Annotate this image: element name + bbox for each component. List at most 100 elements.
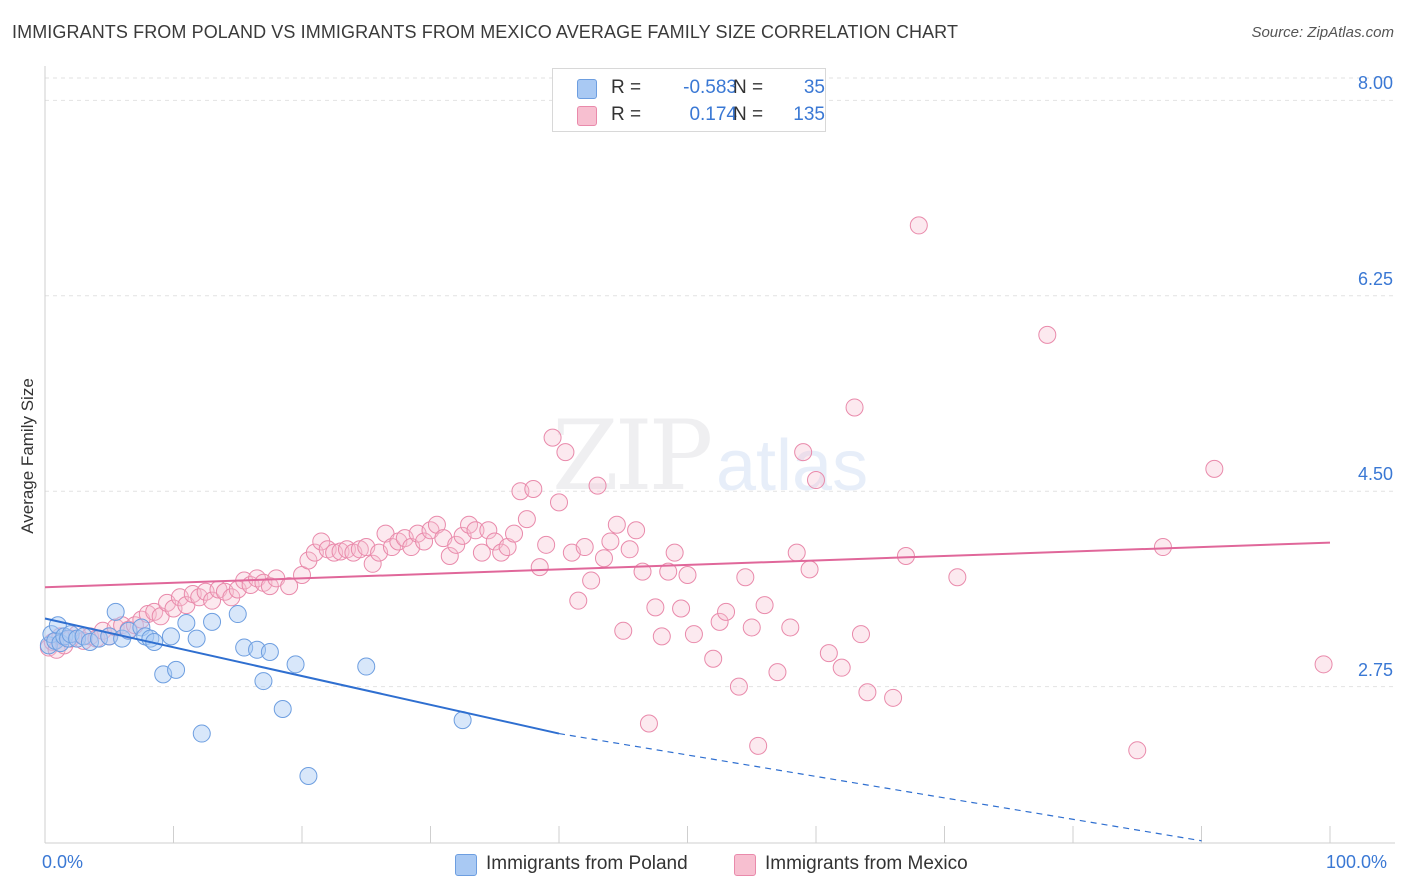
mexico-point: [1153, 538, 1172, 557]
mexico-point: [1128, 741, 1147, 760]
y-tick-label: 4.50: [1357, 464, 1393, 485]
mexico-point: [466, 521, 485, 540]
legend-n-value: 35: [803, 77, 825, 98]
mexico-point: [787, 543, 806, 562]
legend-n-label: N =: [733, 104, 764, 125]
mexico-point: [203, 591, 222, 610]
correlation-legend: R = -0.583 N = 35 R = 0.174 N = 135: [552, 68, 826, 132]
mexico-point: [704, 649, 723, 668]
trend-lines: [44, 541, 1331, 842]
mexico-point: [517, 510, 536, 529]
mexico-point: [363, 554, 382, 573]
poland-trend-line: [44, 617, 560, 735]
mexico-point: [582, 571, 601, 590]
mexico-point: [280, 577, 299, 596]
mexico-point: [588, 476, 607, 495]
mexico-point: [537, 535, 556, 554]
mexico-point: [729, 677, 748, 696]
poland-point: [254, 672, 273, 691]
mexico-point: [768, 663, 787, 682]
mexico-point: [1314, 655, 1333, 674]
mexico-point: [569, 591, 588, 610]
legend-label-mexico: Immigrants from Mexico: [765, 853, 968, 874]
x-tick-label-min: 0.0%: [42, 852, 84, 872]
poland-point: [299, 766, 318, 785]
mexico-point: [665, 543, 684, 562]
mexico-point: [627, 521, 646, 540]
mexico-point: [1205, 459, 1224, 478]
poland-point: [260, 643, 279, 662]
mexico-point: [851, 625, 870, 644]
legend-r-value: -0.583: [683, 77, 737, 98]
poland-point: [192, 724, 211, 743]
source-label: Source: ZipAtlas.com: [1251, 24, 1394, 41]
poland-point: [357, 657, 376, 676]
mexico-point: [639, 714, 658, 733]
legend-n-label: N =: [733, 77, 764, 98]
legend-swatch-poland: [577, 79, 597, 99]
mexico-point: [672, 599, 691, 618]
chart-title: IMMIGRANTS FROM POLAND VS IMMIGRANTS FRO…: [12, 22, 959, 42]
poland-point: [167, 660, 186, 679]
poland-point: [203, 612, 222, 631]
poland-point: [177, 613, 196, 632]
mexico-point: [717, 602, 736, 621]
poland-points: [39, 602, 472, 785]
mexico-point: [819, 644, 838, 663]
mexico-point: [736, 568, 755, 587]
mexico-point: [505, 524, 524, 543]
mexico-trend-line: [44, 541, 1331, 589]
poland-point: [286, 655, 305, 674]
legend-swatch-mexico: [734, 854, 756, 876]
mexico-point: [755, 596, 774, 615]
mexico-point: [684, 625, 703, 644]
y-tick-label: 2.75: [1357, 659, 1393, 680]
mexico-point: [781, 618, 800, 637]
mexico-point: [807, 471, 825, 490]
poland-point: [187, 629, 206, 648]
mexico-point: [678, 565, 697, 584]
mexico-point: [909, 216, 928, 235]
mexico-point: [1038, 325, 1057, 344]
mexico-point: [620, 540, 639, 559]
mexico-point: [742, 618, 761, 637]
mexico-point: [896, 546, 915, 565]
y-axis-title: Average Family Size: [18, 378, 37, 534]
legend-label-poland: Immigrants from Poland: [486, 853, 688, 874]
mexico-point: [832, 658, 851, 677]
mexico-point: [800, 560, 819, 579]
mexico-points: [39, 216, 1333, 760]
mexico-point: [845, 398, 864, 417]
poland-point: [106, 602, 125, 621]
mexico-point: [447, 535, 466, 554]
poland-point: [228, 605, 247, 624]
mexico-point: [601, 532, 620, 551]
axes: [44, 66, 1395, 844]
mexico-point: [884, 688, 903, 707]
poland-point: [273, 699, 292, 718]
mexico-point: [575, 538, 594, 557]
mexico-point: [530, 558, 549, 577]
poland-point: [161, 627, 180, 646]
y-tick-label: 8.00: [1357, 73, 1393, 94]
legend-r-value: 0.174: [689, 104, 737, 125]
legend-n-value: 135: [793, 104, 825, 125]
mexico-point: [440, 546, 459, 565]
mexico-point: [858, 683, 877, 702]
legend-r-label: R =: [611, 77, 642, 98]
mexico-point: [614, 621, 633, 640]
legend-swatch-poland: [455, 854, 477, 876]
watermark-atlas: atlas: [716, 426, 869, 506]
legend-swatch-mexico: [577, 106, 597, 126]
mexico-point: [415, 532, 434, 551]
mexico-point: [556, 443, 575, 462]
mexico-point: [652, 627, 671, 646]
mexico-point: [472, 543, 491, 562]
mexico-point: [550, 493, 568, 512]
poland-trend-extension: [558, 732, 1202, 842]
mexico-point: [749, 736, 768, 755]
mexico-point: [479, 521, 498, 540]
grid-lines: [45, 77, 1395, 688]
watermark-zip: ZIP: [552, 400, 713, 512]
